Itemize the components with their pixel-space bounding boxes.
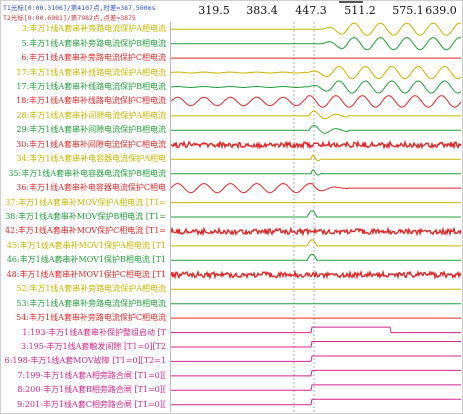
channel-label[interactable]: 37:丰万1线A套串补MOV保护A相电流 [T1= <box>5 197 166 207</box>
channel-waveform <box>171 384 461 391</box>
channel-waveform <box>171 80 461 94</box>
time-ruler-tick: 575.1 <box>392 4 424 17</box>
cursor-marker-handle[interactable] <box>339 0 363 3</box>
channel-waveform <box>171 341 461 348</box>
time-ruler-tick: 511.2 <box>344 4 376 17</box>
time-ruler-tick: 383.4 <box>246 4 278 17</box>
channel-label[interactable]: 8:200-丰万1线A套B相旁路合闸 [T1=0][ <box>17 385 166 395</box>
channel-waveform <box>171 110 461 120</box>
channel-label[interactable]: 18:丰万1线A套串补线路电流保护C相电流 <box>16 96 166 106</box>
channel-waveform <box>171 37 461 51</box>
waveform-canvas[interactable] <box>171 22 461 412</box>
channel-label[interactable]: 17:丰万1线A套串补线路电流保护A相电流 <box>16 67 166 77</box>
channel-label[interactable]: 1:193-丰万1线A套串补保护整组启动 [T <box>22 327 166 337</box>
channel-waveform <box>171 269 461 281</box>
channel-label[interactable]: 45:丰万1线A套串补MOV1保护A相电流 [T1 <box>6 240 166 250</box>
channel-label[interactable]: 48:丰万1线A套串补MOV1保护C相电流 [T1 <box>6 269 166 279</box>
channel-label[interactable]: 36:丰万1线A套串补电容器电流保护C相电 <box>16 183 166 193</box>
channel-waveform <box>171 239 461 247</box>
channel-label[interactable]: 7:199-丰万1线A套A相旁路合闸 [T1=0][ <box>17 370 166 380</box>
channel-waveform <box>171 226 461 237</box>
channel-label[interactable]: 35:丰万1线A套串补电容器电流保护B相电流 <box>8 168 166 178</box>
channel-waveform <box>171 95 461 108</box>
channel-waveform <box>171 124 461 134</box>
channel-waveform <box>171 154 461 162</box>
channel-label[interactable]: 38:丰万1线A套串补MOV保护B相电流 [T1= <box>5 212 166 221</box>
cursor-t2-readout: T2光标[0:00.6981]/第7982点,点差=3875 <box>3 14 136 22</box>
channel-waveform <box>171 182 461 194</box>
channel-label[interactable]: 9:201-丰万1线A套C相旁路合闸 [T1=0][ <box>17 399 166 409</box>
channel-label[interactable]: 30:丰万1线A套串补间隙电流保护C相电流 <box>16 139 166 149</box>
channel-label-panel: 3:丰万1线A套串补旁路电流保护A相电流 5:丰万1线A套串补旁路电流保护B相电流… <box>0 22 171 412</box>
time-ruler-tick: 639.0 <box>425 4 457 17</box>
channel-waveform <box>171 398 461 406</box>
channel-waveform <box>171 22 461 36</box>
channel-label[interactable]: 28:丰万1线A套串补间隙电流保护A相电流 <box>16 110 166 120</box>
channel-label[interactable]: 29:丰万1线A套串补间隙电流保护B相电流 <box>16 125 166 135</box>
channel-label[interactable]: 3:195-丰万1线A套触发间隙 [T1=0][T2 <box>20 342 166 351</box>
time-ruler-tick: 319.5 <box>198 4 230 17</box>
cursor-t1-readout: T1光标[0:00.3106]/第4107点,时差=387.500ms <box>3 4 156 12</box>
channel-waveform <box>171 65 461 80</box>
channel-label[interactable]: 34:丰万1线A套串补电容器电流保护A相电 <box>16 154 166 164</box>
channel-waveform <box>171 253 461 261</box>
channel-label[interactable]: 53:丰万1线A套串补旁路电流保护B相电流 <box>16 298 166 308</box>
channel-waveform <box>171 169 461 176</box>
channel-waveform <box>171 210 461 218</box>
channel-waveform <box>171 369 461 377</box>
channel-waveform <box>171 355 461 362</box>
channel-label[interactable]: 3:丰万1线A套串补旁路电流保护A相电流 <box>21 24 166 34</box>
channel-label[interactable]: 46:丰万1线A套串补MOV1保护B相电流 [T1 <box>6 255 166 265</box>
channel-label[interactable]: 42:丰万1线A套串补MOV保护C相电流 [T1= <box>4 226 166 236</box>
channel-label[interactable]: 6:丰万1线A套串补旁路电流保护C相电流 <box>21 53 166 63</box>
channel-waveform <box>171 326 461 334</box>
channel-label[interactable]: 6:198-丰万1线A套MOV故障 [T1=0][T2=1 <box>4 356 166 366</box>
time-ruler-tick: 447.3 <box>295 4 327 17</box>
channel-label[interactable]: 54:丰万1线A套串补旁路电流保护C相电流 <box>16 313 166 323</box>
channel-label[interactable]: 17:丰万1线A套串补线路电流保护B相电流 <box>16 82 166 91</box>
channel-waveform <box>171 139 461 150</box>
channel-label[interactable]: 5:丰万1线A套串补旁路电流保护B相电流 <box>21 38 166 48</box>
channel-label[interactable]: 52:丰万1线A套串补旁路电流保护A相电流 <box>16 284 166 294</box>
